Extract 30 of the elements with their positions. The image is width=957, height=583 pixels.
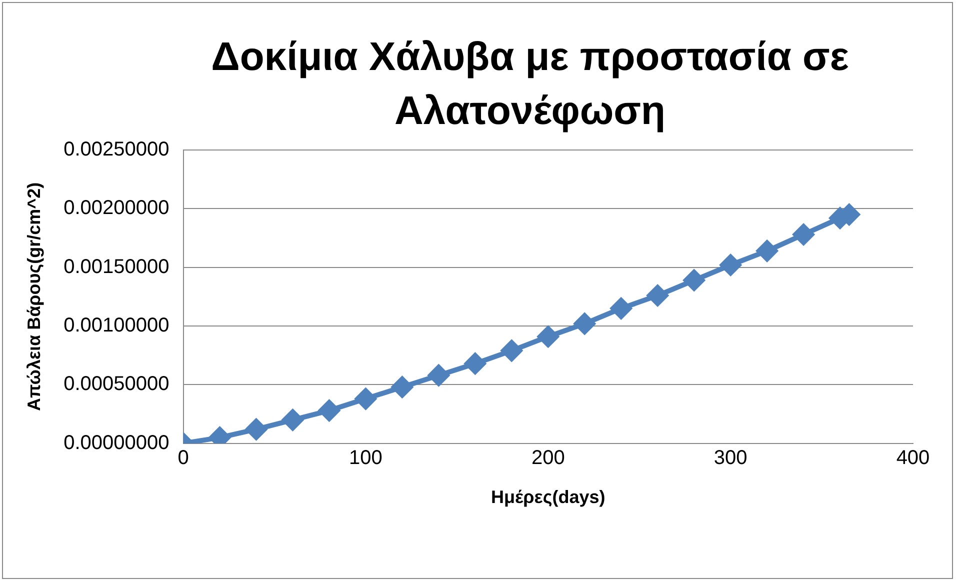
y-tick-label: 0.00150000 (64, 256, 170, 278)
point (464, 353, 486, 374)
point (538, 326, 559, 348)
x-tick-label: 400 (896, 446, 930, 469)
x-tick-label: 300 (714, 446, 748, 469)
y-tick-label: 0.00000000 (64, 432, 170, 454)
point (756, 240, 778, 262)
point (282, 409, 304, 430)
chart-title: Δοκίμια Χάλυβα με προστασία σε Αλατονέφωση (210, 34, 850, 135)
x-tick-label: 0 (178, 446, 189, 469)
point (246, 418, 267, 440)
point (793, 224, 814, 245)
y-axis-title: Απώλεια Βάρους(gr/cm^2) (24, 182, 44, 412)
point (318, 400, 340, 422)
x-axis-title: Ημέρες(days) (491, 487, 606, 508)
point (355, 388, 376, 410)
y-tick-label: 0.00100000 (64, 314, 170, 337)
point (684, 270, 705, 291)
y-tick-label: 0.00050000 (64, 373, 170, 396)
point (647, 285, 668, 306)
point (428, 364, 450, 386)
x-tick-label: 200 (531, 446, 565, 469)
y-tick-label: 0.00200000 (64, 197, 170, 220)
point (574, 313, 596, 334)
x-tick-label: 100 (349, 446, 382, 469)
point (610, 298, 632, 319)
point (392, 376, 413, 398)
point (501, 340, 522, 362)
y-tick-label: 0.00250000 (64, 138, 170, 161)
point (720, 254, 742, 276)
